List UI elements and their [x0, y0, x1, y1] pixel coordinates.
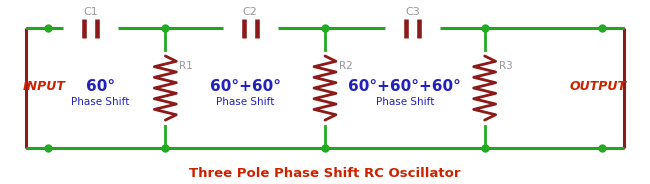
Text: 60°+60°: 60°+60°	[210, 79, 281, 93]
Text: 60°: 60°	[86, 79, 115, 93]
Text: C2: C2	[242, 7, 257, 17]
Text: 60°+60°+60°: 60°+60°+60°	[348, 79, 462, 93]
Text: R3: R3	[499, 61, 512, 71]
Text: Three Pole Phase Shift RC Oscillator: Three Pole Phase Shift RC Oscillator	[189, 167, 461, 180]
Text: Phase Shift: Phase Shift	[72, 97, 129, 107]
Text: Phase Shift: Phase Shift	[216, 97, 274, 107]
Text: R1: R1	[179, 61, 193, 71]
Text: OUTPUT: OUTPUT	[570, 79, 627, 93]
Text: R2: R2	[339, 61, 353, 71]
Text: C1: C1	[83, 7, 98, 17]
Text: C3: C3	[405, 7, 420, 17]
Text: INPUT: INPUT	[23, 79, 66, 93]
Text: Phase Shift: Phase Shift	[376, 97, 434, 107]
